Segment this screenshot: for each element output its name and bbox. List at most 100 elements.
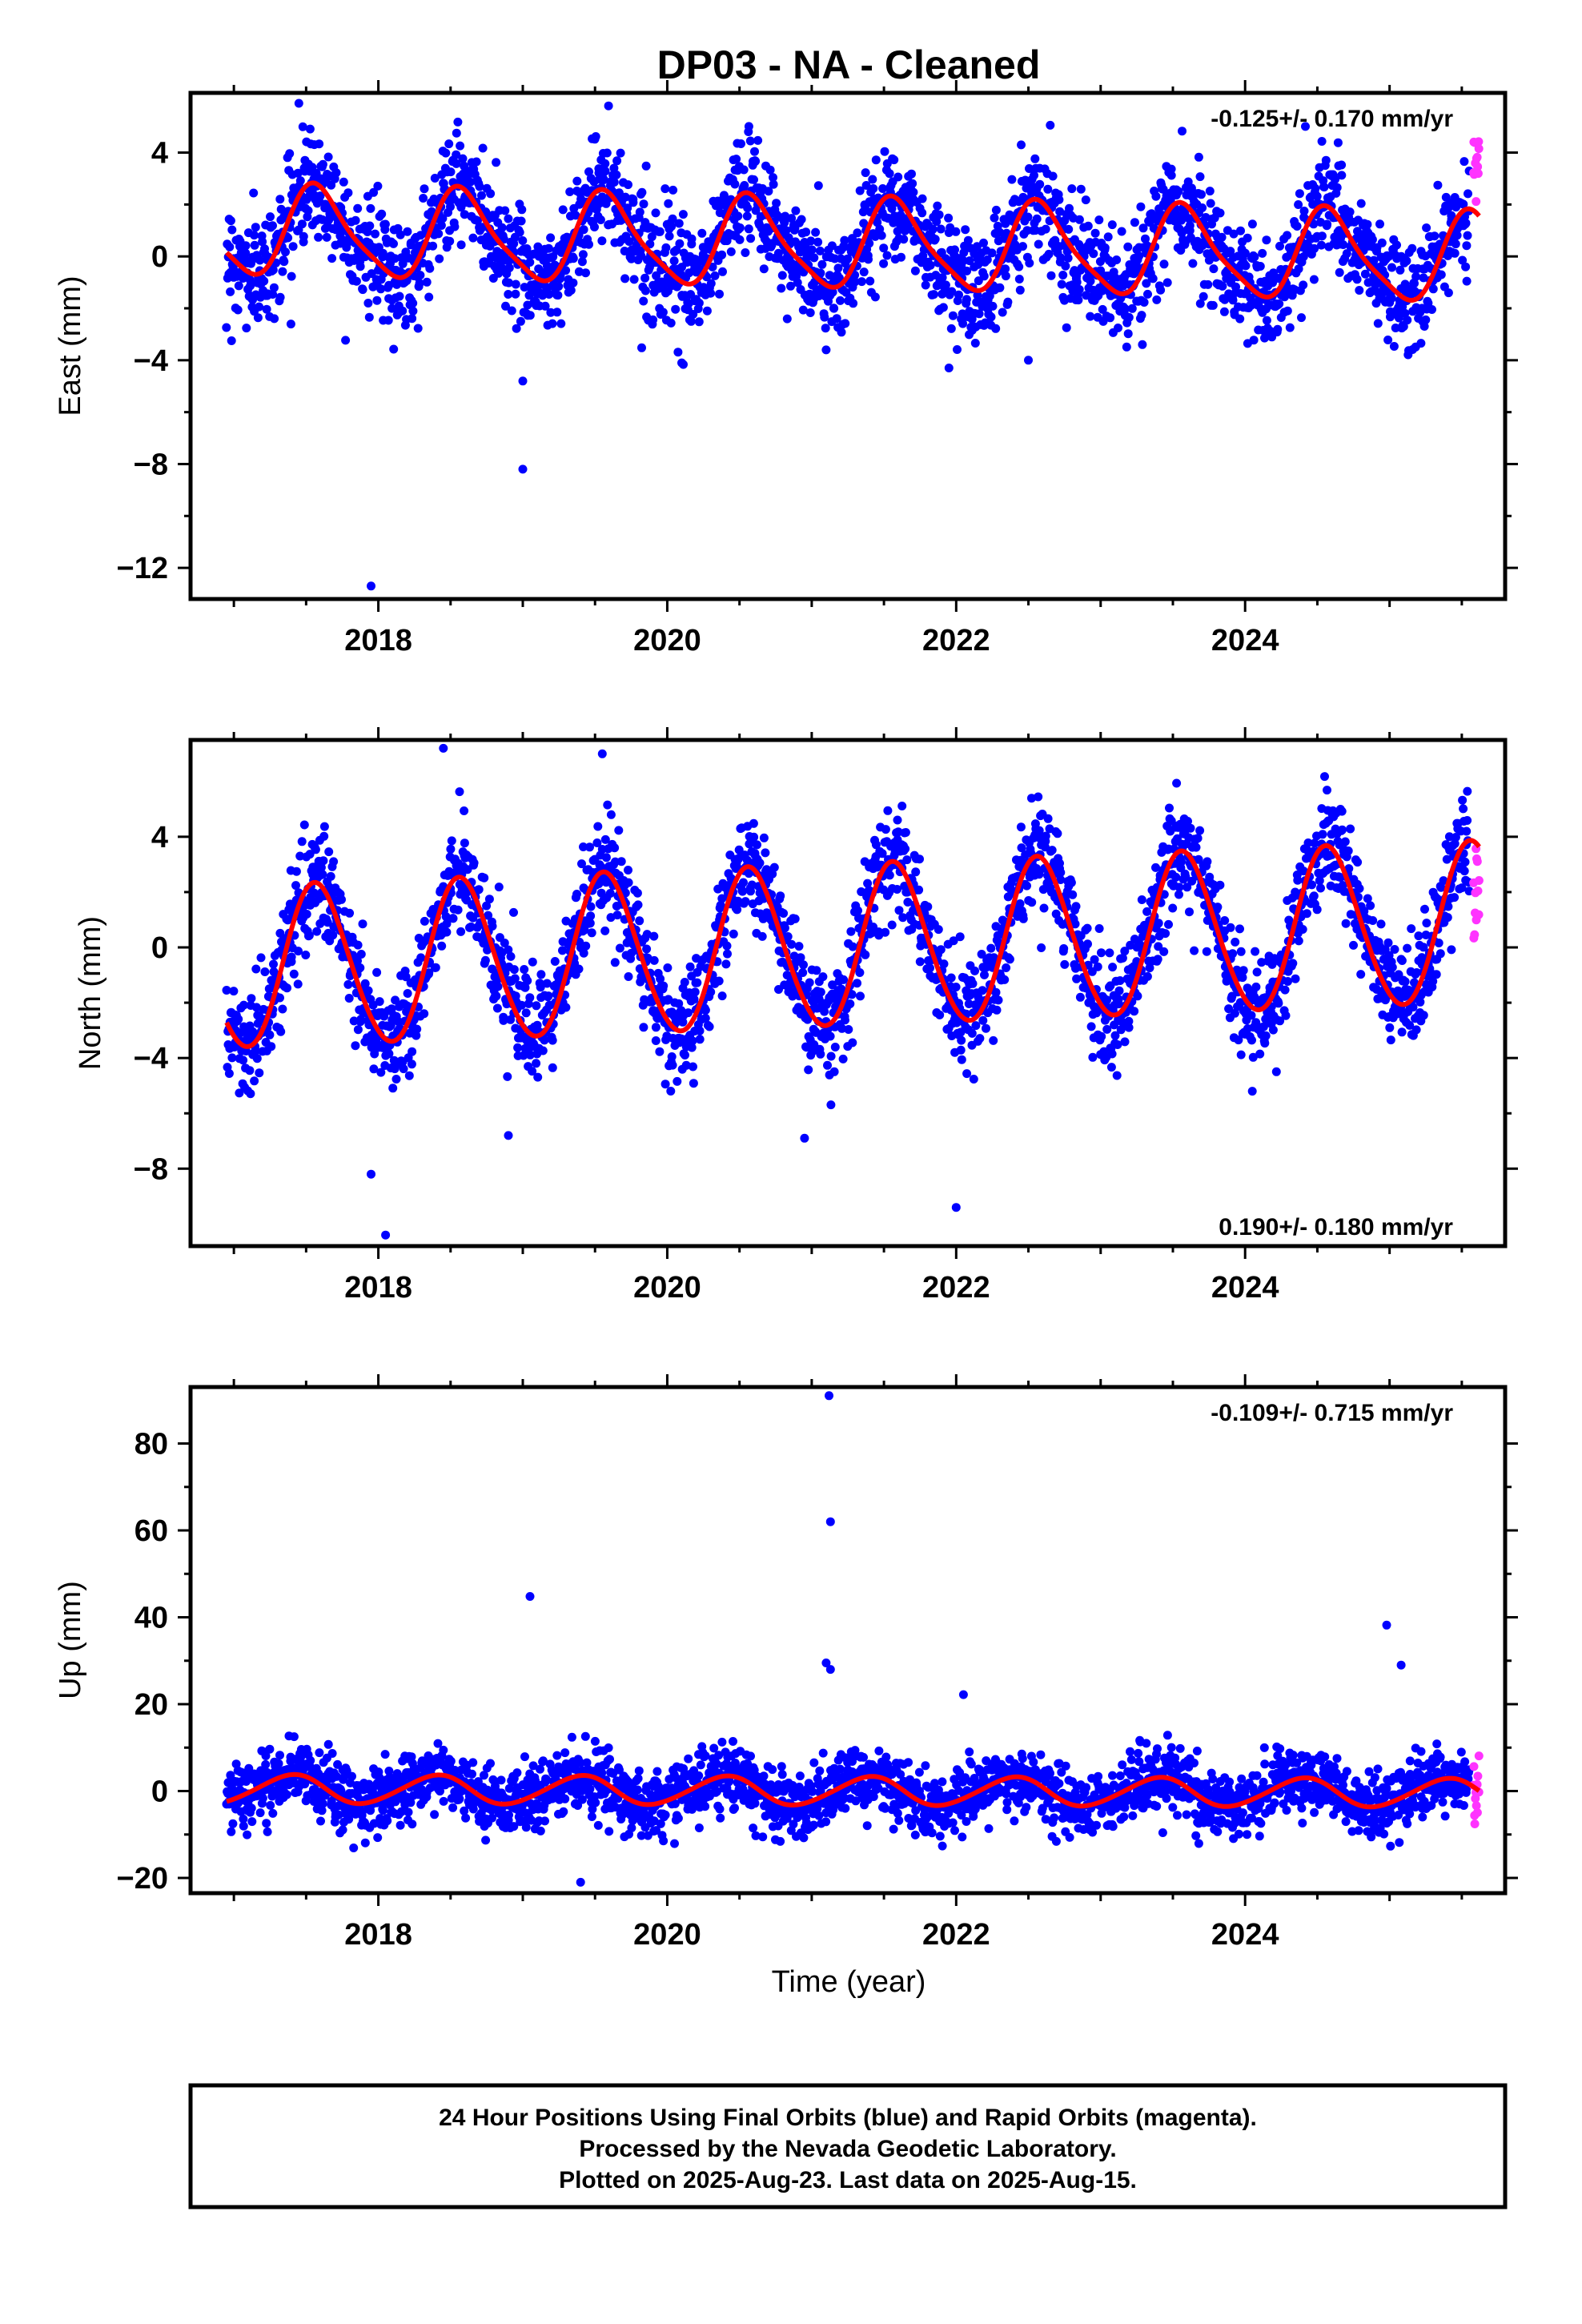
final-orbit-point: [1152, 295, 1162, 304]
final-orbit-point: [615, 943, 624, 953]
final-orbit-point: [1188, 259, 1198, 268]
final-orbit-point: [1411, 271, 1421, 281]
final-orbit-point: [1127, 304, 1137, 313]
final-orbit-point: [779, 909, 789, 918]
final-orbit-point: [1312, 191, 1322, 201]
final-orbit-point: [880, 147, 889, 156]
final-orbit-point: [353, 940, 363, 950]
final-orbit-point: [1174, 890, 1183, 899]
final-orbit-point: [805, 308, 815, 317]
final-orbit-point: [246, 281, 255, 291]
final-orbit-point: [684, 1008, 693, 1018]
final-orbit-point: [661, 184, 670, 194]
final-orbit-point: [1041, 831, 1050, 841]
final-orbit-point: [1053, 829, 1062, 838]
final-orbit-point: [962, 266, 972, 275]
final-orbit-point: [1405, 1020, 1415, 1030]
final-orbit-point: [592, 838, 602, 847]
final-orbit-point: [659, 981, 669, 991]
final-orbit-point: [327, 180, 336, 190]
final-orbit-point: [355, 963, 365, 972]
final-orbit-point: [1301, 122, 1310, 131]
final-orbit-point: [1046, 120, 1055, 130]
final-orbit-point: [1400, 977, 1410, 987]
final-orbit-point: [664, 199, 673, 208]
final-orbit-point: [258, 237, 267, 247]
final-orbit-point: [986, 943, 996, 953]
final-orbit-point: [367, 269, 376, 279]
final-orbit-point: [1124, 1023, 1134, 1032]
final-orbit-point: [849, 299, 858, 308]
final-orbit-point: [668, 214, 677, 223]
final-orbit-point: [1137, 895, 1146, 904]
final-orbit-point: [1397, 1027, 1407, 1037]
final-orbit-point: [456, 240, 466, 250]
final-orbit-point: [596, 215, 605, 224]
final-orbit-point: [403, 989, 412, 998]
final-orbit-point: [652, 271, 661, 280]
final-orbit-point: [1198, 203, 1207, 212]
final-orbit-point: [970, 966, 979, 975]
final-orbit-point: [1018, 242, 1027, 251]
final-orbit-point: [558, 205, 568, 215]
final-orbit-point: [1107, 1049, 1117, 1059]
final-orbit-point: [903, 898, 913, 907]
final-orbit-point: [1191, 842, 1201, 852]
final-orbit-point: [343, 979, 353, 989]
final-orbit-point: [1166, 164, 1176, 174]
final-orbit-point: [655, 1047, 665, 1056]
final-orbit-point: [1335, 226, 1344, 235]
final-orbit-point: [624, 866, 632, 875]
final-orbit-point: [1243, 233, 1252, 243]
final-orbit-point: [602, 148, 612, 158]
final-orbit-point: [1386, 1035, 1395, 1045]
final-orbit-point: [349, 1016, 359, 1026]
final-orbit-point: [1059, 944, 1069, 953]
final-orbit-point: [717, 991, 727, 1001]
final-orbit-point: [769, 862, 779, 872]
final-orbit-point: [732, 155, 741, 164]
final-orbit-point: [510, 974, 520, 983]
final-orbit-point: [815, 246, 825, 255]
final-orbit-point: [501, 301, 510, 311]
final-orbit-point: [1247, 1035, 1256, 1045]
final-orbit-point: [753, 135, 763, 145]
final-orbit-point: [1067, 184, 1077, 194]
final-orbit-point: [648, 315, 658, 324]
final-orbit-point: [398, 306, 408, 316]
final-orbit-point: [1249, 336, 1259, 345]
final-orbit-point: [1387, 263, 1396, 272]
final-orbit-point: [935, 1010, 945, 1019]
final-orbit-point: [387, 304, 397, 313]
final-orbit-point: [1240, 248, 1250, 258]
final-orbit-point: [1258, 248, 1267, 258]
plot-frame: [188, 738, 1508, 1248]
final-orbit-point: [1060, 959, 1070, 969]
final-orbit-point: [1209, 264, 1219, 274]
final-orbit-point: [666, 1087, 676, 1096]
final-orbit-point: [446, 844, 456, 854]
final-orbit-point: [870, 292, 880, 302]
final-orbit-point: [702, 306, 712, 316]
final-orbit-point: [825, 1031, 835, 1041]
final-orbit-point: [304, 931, 314, 940]
final-orbit-point: [513, 1043, 523, 1052]
final-orbit-point: [452, 159, 461, 168]
final-orbit-point: [259, 276, 269, 286]
final-orbit-point: [544, 991, 553, 1001]
final-orbit-point: [1005, 955, 1014, 964]
final-orbit-point: [957, 1035, 966, 1045]
final-orbit-point: [227, 1053, 237, 1063]
final-orbit-point: [844, 1025, 853, 1034]
final-orbit-point: [444, 139, 454, 149]
final-orbit-point: [642, 930, 652, 939]
final-orbit-point: [1088, 1052, 1098, 1062]
final-orbit-point: [1229, 229, 1239, 239]
final-orbit-point: [553, 291, 563, 300]
final-orbit-point: [998, 308, 1007, 317]
final-orbit-point: [1034, 870, 1044, 879]
final-orbit-point: [1390, 945, 1399, 954]
final-orbit-point: [909, 187, 918, 197]
final-orbit-point: [992, 1005, 1002, 1015]
